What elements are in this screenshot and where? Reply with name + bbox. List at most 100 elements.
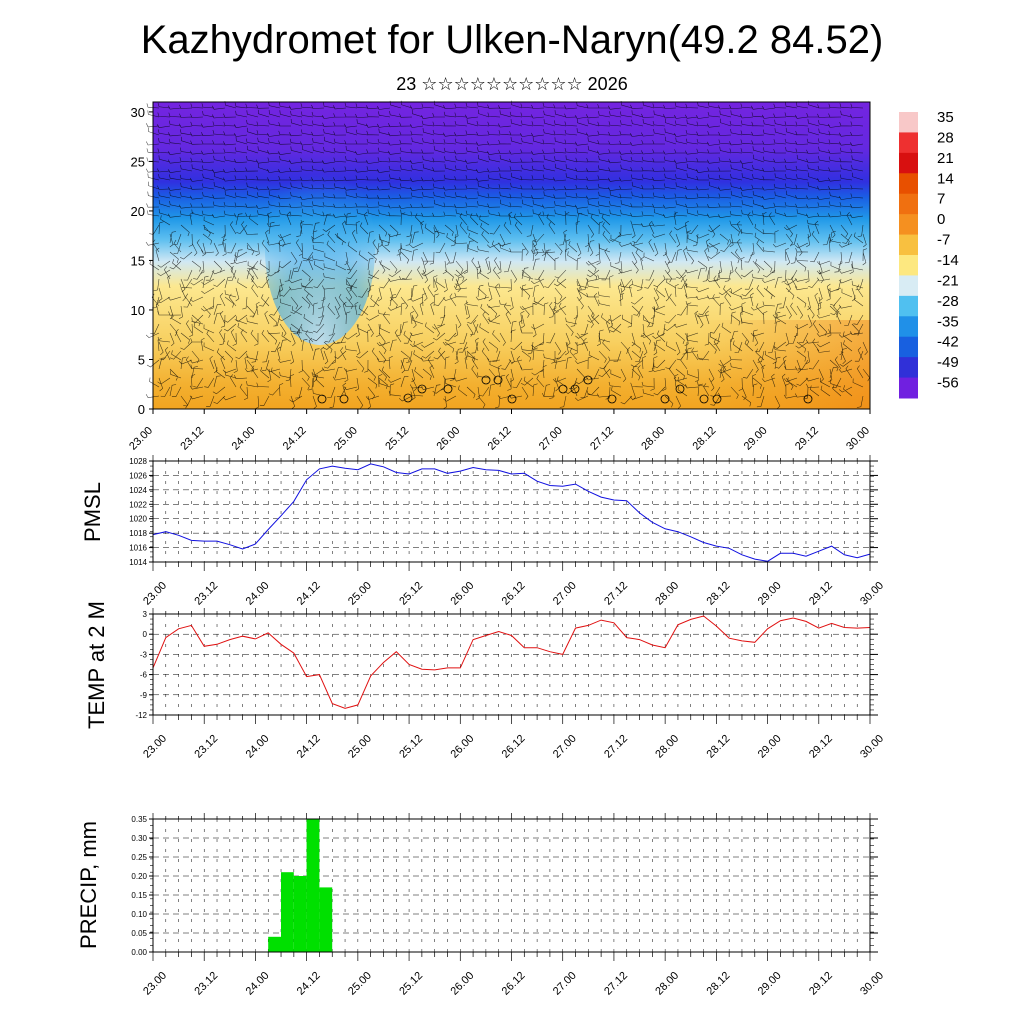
x-tick-label: 26.00 — [448, 580, 476, 608]
temperature-cross-section: 0 5 10 15 20 25 30 23.00 23.12 24.00 24.12 25.00 25… — [127, 100, 872, 453]
precip-bar — [268, 936, 281, 952]
y-tick-label: 1016 — [129, 544, 147, 553]
x-tick-label: 28.12 — [705, 733, 733, 761]
precip-bars — [268, 819, 333, 952]
precip-bar — [293, 876, 307, 952]
precip-bar — [281, 872, 294, 952]
x-tick-label: 27.00 — [551, 733, 579, 761]
page-subtitle: 23 ☆☆☆☆☆☆☆☆☆☆ 2026 — [396, 74, 628, 94]
precip-bar — [319, 887, 333, 952]
x-tick-label: 28.12 — [691, 425, 719, 453]
colorbar-label: -21 — [937, 272, 959, 289]
precip-symbol — [583, 375, 593, 385]
y-axis: 0 5 10 15 20 25 30 — [131, 105, 153, 417]
y-tick-label: -12 — [135, 711, 147, 720]
colorbar-swatch — [899, 214, 918, 236]
colorbar-swatch — [899, 275, 918, 297]
precip-symbol — [317, 394, 327, 404]
x-tick-label: 23.00 — [141, 970, 169, 998]
x-tick-label: 27.12 — [588, 425, 616, 453]
precip-symbols — [317, 375, 813, 404]
colorbar-label: -14 — [937, 252, 959, 269]
colorbar-label: 21 — [937, 150, 954, 167]
x-tick-label: 26.00 — [448, 970, 476, 998]
x-tick-label: 23.00 — [141, 580, 169, 608]
precip-symbol — [481, 375, 491, 385]
y-tick-label: 20 — [131, 204, 145, 219]
colorbar-swatch — [899, 357, 918, 379]
colorbar-swatch — [899, 193, 918, 215]
x-tick-label: 25.00 — [332, 425, 360, 453]
colorbar-label: 14 — [937, 170, 954, 187]
x-tick-label: 26.00 — [448, 733, 476, 761]
precip-symbol — [339, 394, 349, 404]
precip-panel: 0.00 0.05 0.10 0.15 0.20 0.25 0.30 0.35 23.00 23.… — [76, 813, 886, 998]
y-tick-label: 0.00 — [131, 948, 147, 957]
x-tick-label: 29.00 — [742, 425, 770, 453]
precip-symbol — [493, 375, 503, 385]
x-tick-label: 25.12 — [397, 733, 425, 761]
y-tick-label: 0 — [138, 402, 145, 417]
x-tick-label: 27.12 — [602, 733, 630, 761]
y-tick-label: 0.20 — [131, 872, 147, 881]
colorbar-swatch — [899, 152, 918, 174]
x-tick-label: 24.00 — [244, 580, 272, 608]
x-tick-label: 24.12 — [295, 733, 323, 761]
y-tick-label: 0.10 — [131, 910, 147, 919]
x-tick-label: 29.00 — [756, 970, 784, 998]
colorbar-swatch — [899, 377, 918, 399]
x-tick-label: 27.12 — [602, 970, 630, 998]
x-tick-label: 25.00 — [346, 733, 374, 761]
x-tick-label: 24.12 — [281, 425, 309, 453]
x-tick-label: 23.12 — [192, 580, 220, 608]
precip-symbol — [403, 393, 413, 403]
precip-symbol — [675, 384, 685, 394]
grid — [153, 460, 870, 563]
precip-symbol — [712, 394, 722, 404]
x-tick-label: 29.12 — [807, 733, 835, 761]
x-tick-label: 30.00 — [844, 425, 872, 453]
precip-symbol — [607, 394, 617, 404]
y-tick-label: 1020 — [129, 515, 147, 524]
x-tick-label: 25.12 — [397, 970, 425, 998]
x-tick-label: 28.00 — [653, 580, 681, 608]
x-tick-label: 23.00 — [127, 425, 155, 453]
precip-bar — [306, 819, 320, 952]
colorbar: 35 28 21 14 7 0 -7 -14 -21 -28 -35 -42 -49 -56 — [899, 109, 959, 399]
colorbar-label: -35 — [937, 313, 959, 330]
y-tick-label: 1024 — [129, 486, 147, 495]
y-tick-label: 30 — [131, 105, 145, 120]
precip-symbol — [699, 394, 709, 404]
x-tick-label: 28.00 — [639, 425, 667, 453]
y-axis-label: PMSL — [80, 482, 105, 542]
x-tick-label: 26.12 — [500, 580, 528, 608]
y-tick-label: 1028 — [129, 457, 147, 466]
y-tick-label: 10 — [131, 303, 145, 318]
page-title: Kazhydromet for Ulken-Naryn(49.2 84.52) — [140, 18, 884, 62]
grid — [153, 818, 870, 953]
y-tick-label: 0.35 — [131, 815, 147, 824]
precip-symbol — [417, 384, 427, 394]
colorbar-label: 0 — [937, 211, 945, 228]
x-tick-label: 24.12 — [295, 970, 323, 998]
x-tick-label: 29.12 — [793, 425, 821, 453]
y-tick-label: 1014 — [129, 558, 147, 567]
y-tick-label: 0.05 — [131, 929, 147, 938]
x-tick-label: 27.00 — [537, 425, 565, 453]
x-tick-label: 30.00 — [858, 733, 886, 761]
colorbar-label: -42 — [937, 334, 959, 351]
y-tick-label: 0 — [143, 630, 148, 639]
y-tick-label: -6 — [140, 671, 148, 680]
pmsl-panel: 1014 1016 1018 1020 1022 1024 1026 1028 23.00 23.… — [80, 455, 886, 608]
precip-symbol — [507, 394, 517, 404]
x-tick-label: 28.12 — [705, 970, 733, 998]
wind-barb-field — [145, 100, 871, 410]
colorbar-label: -7 — [937, 232, 950, 249]
colorbar-swatch — [899, 132, 918, 154]
x-tick-label: 27.12 — [602, 580, 630, 608]
precip-symbol — [570, 384, 580, 394]
colorbar-label: 35 — [937, 109, 954, 126]
x-tick-label: 23.00 — [141, 733, 169, 761]
temp-line — [152, 615, 871, 709]
